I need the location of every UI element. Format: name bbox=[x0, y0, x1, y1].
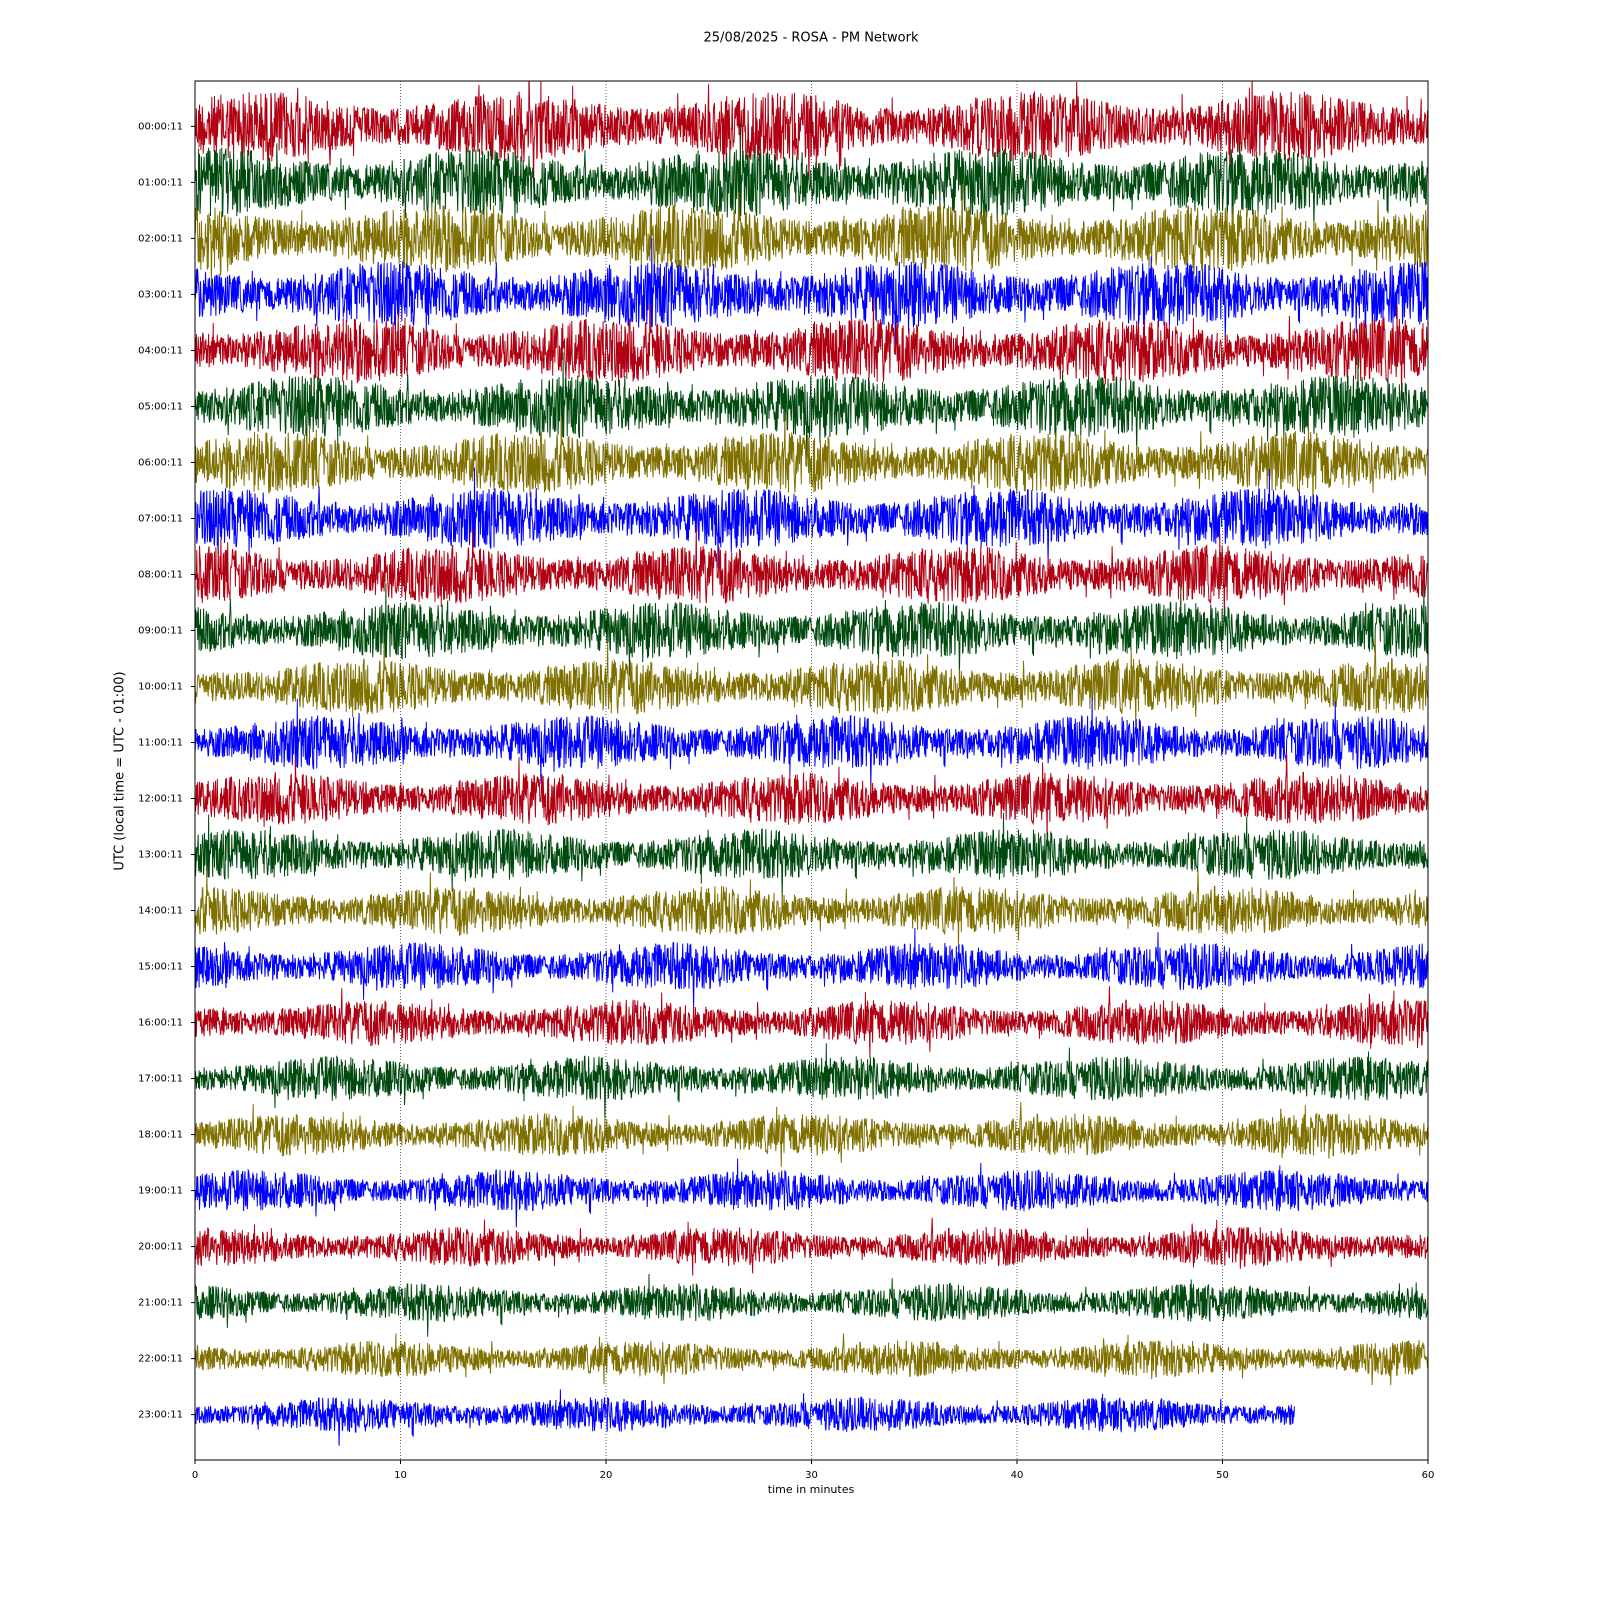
y-tick-label: 07:00:11 bbox=[138, 513, 183, 524]
x-tick-label: 40 bbox=[1011, 1470, 1024, 1481]
y-tick-label: 00:00:11 bbox=[138, 121, 183, 132]
trace bbox=[195, 183, 1428, 288]
y-tick-label: 22:00:11 bbox=[138, 1354, 183, 1365]
y-tick-label: 01:00:11 bbox=[138, 177, 183, 188]
y-tick-label: 11:00:11 bbox=[138, 737, 183, 748]
y-tick-label: 12:00:11 bbox=[138, 794, 183, 805]
y-tick-label: 16:00:11 bbox=[138, 1018, 183, 1029]
y-tick-label: 17:00:11 bbox=[138, 1074, 183, 1085]
y-tick-label: 08:00:11 bbox=[138, 569, 183, 580]
y-tick-label: 20:00:11 bbox=[138, 1242, 183, 1253]
trace bbox=[195, 352, 1428, 460]
x-axis-label: time in minutes bbox=[768, 1483, 855, 1496]
y-tick-label: 05:00:11 bbox=[138, 401, 183, 412]
x-tick-label: 50 bbox=[1216, 1470, 1229, 1481]
y-tick-label: 02:00:11 bbox=[138, 233, 183, 244]
plot-frame bbox=[194, 80, 1429, 1461]
y-tick-label: 03:00:11 bbox=[138, 289, 183, 300]
y-tick-label: 06:00:11 bbox=[138, 457, 183, 468]
chart-title: 25/08/2025 - ROSA - PM Network bbox=[704, 31, 919, 46]
y-tick-label: 21:00:11 bbox=[138, 1298, 183, 1309]
x-tick-label: 10 bbox=[394, 1470, 407, 1481]
y-tick-label: 04:00:11 bbox=[138, 345, 183, 356]
trace bbox=[195, 1158, 1428, 1228]
y-tick-label: 13:00:11 bbox=[138, 850, 183, 861]
y-tick-label: 23:00:11 bbox=[138, 1410, 183, 1421]
x-tick-label: 20 bbox=[600, 1470, 613, 1481]
y-axis-label: UTC (local time = UTC - 01:00) bbox=[113, 671, 128, 870]
trace bbox=[195, 754, 1428, 840]
x-tick-label: 0 bbox=[192, 1470, 198, 1481]
y-tick-label: 18:00:11 bbox=[138, 1130, 183, 1141]
trace bbox=[195, 123, 1428, 243]
y-tick-label: 09:00:11 bbox=[138, 625, 183, 636]
y-tick-label: 10:00:11 bbox=[138, 681, 183, 692]
trace bbox=[195, 1333, 1428, 1386]
trace bbox=[195, 1389, 1295, 1446]
y-tick-label: 15:00:11 bbox=[138, 962, 183, 973]
y-tick-label: 19:00:11 bbox=[138, 1186, 183, 1197]
x-tick-label: 60 bbox=[1422, 1470, 1435, 1481]
y-tick-label: 14:00:11 bbox=[138, 906, 183, 917]
x-tick-label: 30 bbox=[805, 1470, 818, 1481]
trace bbox=[195, 927, 1428, 1008]
